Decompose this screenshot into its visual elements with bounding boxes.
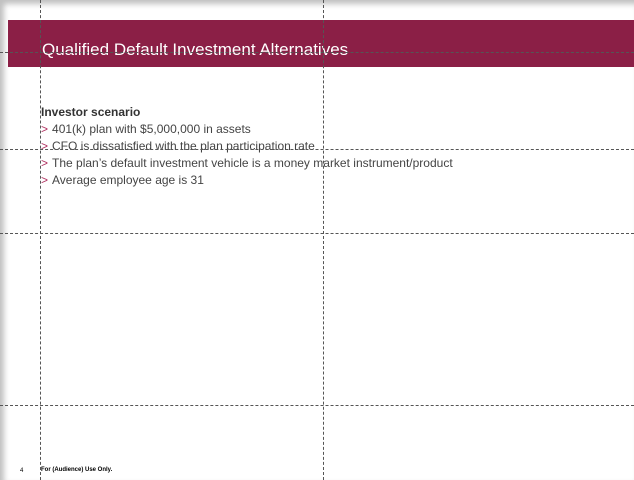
bullet: > CFO is dissatisfied with the plan parti…	[41, 138, 453, 155]
slide-title: Qualified Default Investment Alternative…	[42, 40, 349, 59]
bullet-text: CFO is dissatisfied with the plan partic…	[52, 139, 315, 153]
page-number: 4	[20, 468, 24, 474]
bullet-marker: >	[41, 173, 49, 187]
footer-note: For (Audience) Use Only.	[41, 467, 113, 473]
bullet-marker: >	[41, 139, 49, 153]
bullet-marker: >	[41, 156, 49, 170]
bullet: > Average employee age is 31	[41, 172, 453, 189]
bullet-marker: >	[41, 122, 49, 136]
guide	[323, 0, 324, 480]
bullet: > The plan’s default investment vehicle i…	[41, 155, 453, 172]
guide	[40, 0, 41, 480]
guide	[0, 52, 634, 53]
header-band	[8, 20, 634, 67]
bullet-text: Average employee age is 31	[52, 173, 204, 187]
bullet: >401(k) plan with $5,000,000 in assets	[41, 121, 453, 138]
heading: Investor scenario	[41, 105, 141, 119]
guide	[0, 233, 634, 234]
content: Investor scenario >401(k) plan with $5,0…	[41, 104, 453, 189]
bullet-list: >401(k) plan with $5,000,000 in assets > C…	[41, 121, 453, 189]
guide	[0, 149, 634, 150]
guide	[0, 405, 634, 406]
bullet-text: 401(k) plan with $5,000,000 in assets	[52, 122, 251, 136]
bullet-text: The plan’s default investment vehicle is…	[52, 156, 453, 170]
